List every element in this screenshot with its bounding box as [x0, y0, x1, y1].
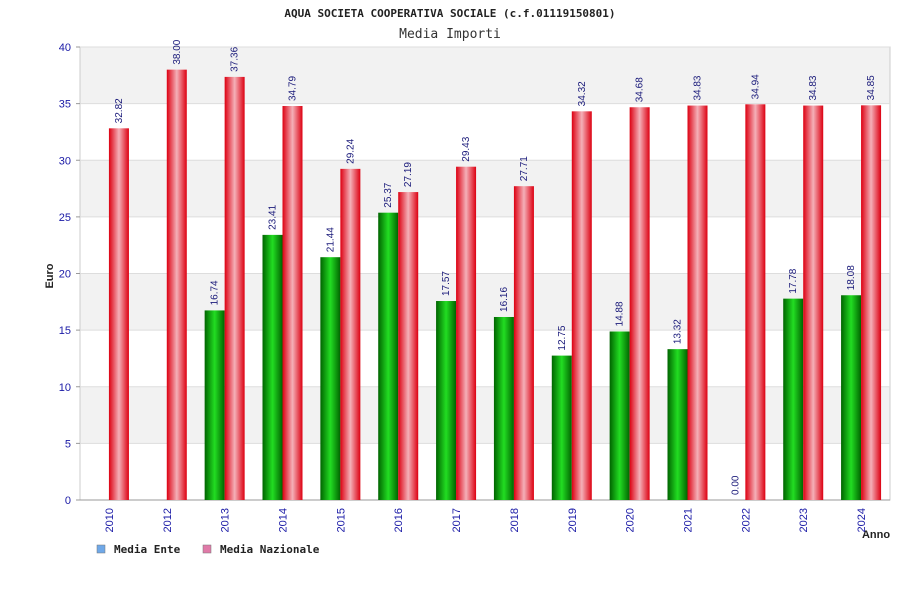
data-label: 34.32 — [577, 81, 588, 106]
bar-media-ente — [262, 234, 283, 500]
x-tick-label: 2021 — [683, 508, 695, 532]
bar-media-nazionale — [687, 105, 708, 501]
bar-media-nazionale — [340, 168, 361, 500]
x-tick-label: 2024 — [856, 508, 868, 532]
legend-swatch — [202, 544, 212, 554]
data-label: 18.08 — [846, 265, 857, 290]
data-label: 16.74 — [210, 280, 221, 305]
grid-band — [80, 47, 890, 104]
data-label: 14.88 — [615, 301, 626, 326]
x-tick-label: 2015 — [335, 508, 347, 532]
bar-media-ente — [320, 257, 341, 500]
bar-media-nazionale — [861, 105, 882, 500]
data-label: 17.78 — [788, 268, 799, 293]
legend-label: Media Ente — [114, 543, 181, 556]
y-axis-label: Euro — [44, 263, 56, 288]
data-label: 29.43 — [461, 136, 472, 161]
data-label: 21.44 — [325, 227, 336, 252]
x-tick-label: 2012 — [162, 508, 174, 532]
data-label: 34.83 — [693, 75, 704, 100]
x-tick-label: 2023 — [798, 508, 810, 532]
bar-media-ente — [841, 295, 862, 500]
legend: Media Ente Media Nazionale — [96, 543, 320, 556]
bar-media-ente — [609, 331, 630, 500]
grid-band — [80, 386, 890, 444]
y-tick-label: 40 — [59, 42, 71, 54]
y-tick-label: 25 — [59, 212, 71, 224]
data-label: 17.57 — [441, 271, 452, 296]
bar-media-ente — [783, 298, 804, 500]
data-label: 27.71 — [519, 156, 530, 181]
data-label: 37.36 — [230, 46, 241, 71]
x-tick-label: 2010 — [104, 508, 116, 532]
legend-swatch — [96, 544, 106, 554]
data-label: 34.94 — [750, 74, 761, 99]
x-tick-label: 2017 — [451, 508, 463, 532]
x-tick-label: 2022 — [740, 508, 752, 532]
chart-title: AQUA SOCIETA COOPERATIVA SOCIALE (c.f.01… — [284, 7, 615, 20]
y-tick-label: 15 — [59, 325, 71, 337]
data-label: 16.16 — [499, 287, 510, 312]
x-tick-label: 2013 — [220, 508, 232, 532]
x-tick-label: 2016 — [393, 508, 405, 532]
y-axis-ticks: 0 5 10 15 20 25 30 35 40 — [59, 42, 71, 507]
bar-media-nazionale — [803, 105, 824, 501]
bar-media-ente — [204, 310, 225, 500]
data-label: 27.19 — [403, 162, 414, 187]
bar-media-ente — [667, 349, 688, 500]
bar-media-nazionale — [456, 166, 477, 500]
data-label: 25.37 — [383, 182, 394, 207]
y-tick-label: 10 — [59, 382, 71, 394]
bar-media-nazionale — [398, 192, 419, 501]
data-label: 23.41 — [268, 204, 279, 229]
x-axis-label: Anno — [862, 529, 890, 541]
data-label: 13.32 — [673, 319, 684, 344]
legend-label: Media Nazionale — [220, 543, 320, 556]
bar-media-ente — [493, 316, 514, 500]
y-tick-label: 5 — [65, 438, 71, 450]
x-tick-label: 2019 — [567, 508, 579, 532]
y-tick-label: 20 — [59, 269, 71, 281]
data-label: 34.79 — [288, 76, 299, 101]
data-label: 34.85 — [866, 75, 877, 100]
x-axis-ticks: 2010 2012 2013 2014 2015 2016 2017 2018 2019 2020… — [104, 508, 868, 532]
bar-media-nazionale — [629, 107, 650, 501]
data-label: 0.00 — [730, 475, 741, 495]
data-label: 34.68 — [635, 77, 646, 102]
x-tick-label: 2014 — [278, 508, 290, 532]
y-tick-label: 35 — [59, 99, 71, 111]
chart-subtitle: Media Importi — [399, 27, 501, 42]
x-tick-label: 2018 — [509, 508, 521, 532]
bar-media-nazionale — [513, 186, 534, 500]
y-tick-label: 30 — [59, 155, 71, 167]
grid-band — [80, 160, 890, 217]
data-label: 38.00 — [172, 39, 183, 64]
bar-media-nazionale — [108, 128, 129, 500]
bar-media-nazionale — [571, 111, 592, 501]
bar-media-ente — [551, 355, 572, 500]
grid-band — [80, 273, 890, 331]
data-label: 32.82 — [114, 98, 125, 123]
bar-media-ente — [436, 301, 457, 500]
y-tick-label: 0 — [65, 495, 71, 507]
bar-media-nazionale — [166, 69, 187, 501]
bar-media-ente — [378, 212, 399, 500]
data-label: 34.83 — [808, 75, 819, 100]
data-label: 12.75 — [557, 325, 568, 350]
bar-media-nazionale — [282, 106, 303, 501]
bar-media-nazionale — [745, 104, 766, 500]
x-tick-label: 2020 — [625, 508, 637, 532]
bar-media-nazionale — [224, 76, 245, 500]
data-labels: 32.82 38.00 16.74 37.36 23.41 34.79 21.44 29.24… — [114, 39, 877, 495]
data-label: 29.24 — [345, 138, 356, 163]
bars — [108, 69, 882, 501]
